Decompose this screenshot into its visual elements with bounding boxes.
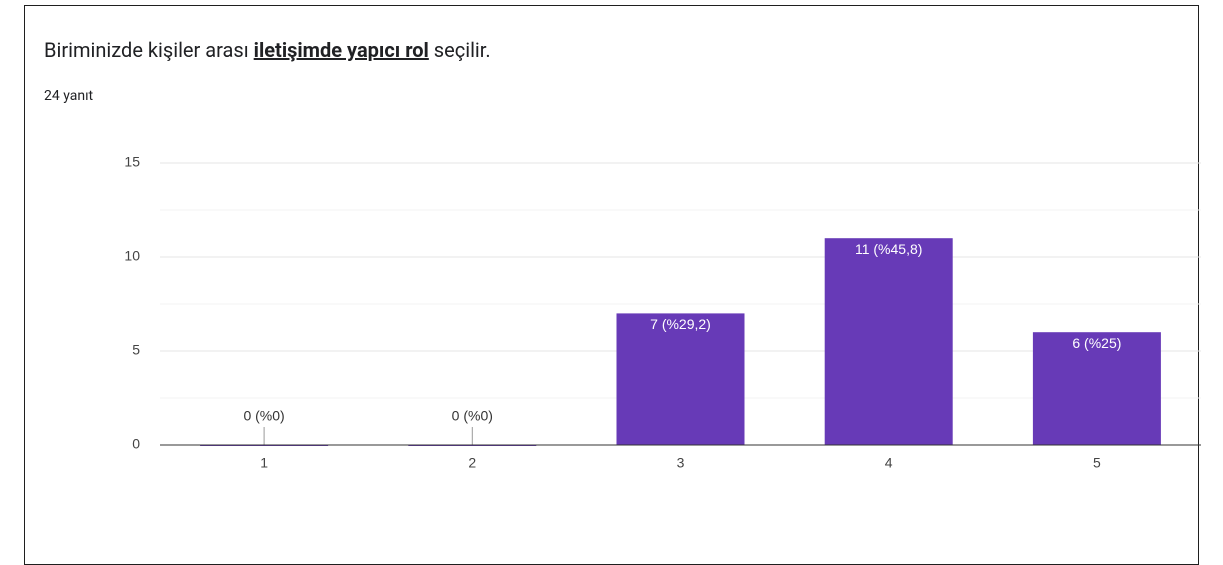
x-tick-label: 2 xyxy=(468,455,476,471)
title-part: seçilir. xyxy=(428,38,491,62)
y-tick-label: 0 xyxy=(132,436,140,452)
y-tick-label: 5 xyxy=(132,342,140,358)
value-label: 6 (%25) xyxy=(1072,335,1121,351)
title-part: Biriminizde kişiler arası xyxy=(44,38,254,62)
value-label: 11 (%45,8) xyxy=(855,241,922,257)
bar xyxy=(824,238,953,445)
x-tick-label: 1 xyxy=(260,455,268,471)
x-tick-label: 5 xyxy=(1093,455,1101,471)
title-part: iletişimde yapıcı rol xyxy=(253,38,429,62)
value-label: 0 (%0) xyxy=(243,408,284,424)
y-tick-label: 15 xyxy=(124,154,140,170)
subtitle: 24 yanıt xyxy=(44,88,94,104)
bar xyxy=(1032,332,1161,445)
x-tick-label: 3 xyxy=(677,455,685,471)
x-tick-label: 4 xyxy=(885,455,893,471)
chart-title: Biriminizde kişiler arası iletişimde yap… xyxy=(44,38,491,62)
value-label: 0 (%0) xyxy=(452,408,493,424)
bar xyxy=(616,313,745,445)
value-label: 7 (%29,2) xyxy=(650,316,711,332)
y-tick-label: 10 xyxy=(124,248,140,264)
